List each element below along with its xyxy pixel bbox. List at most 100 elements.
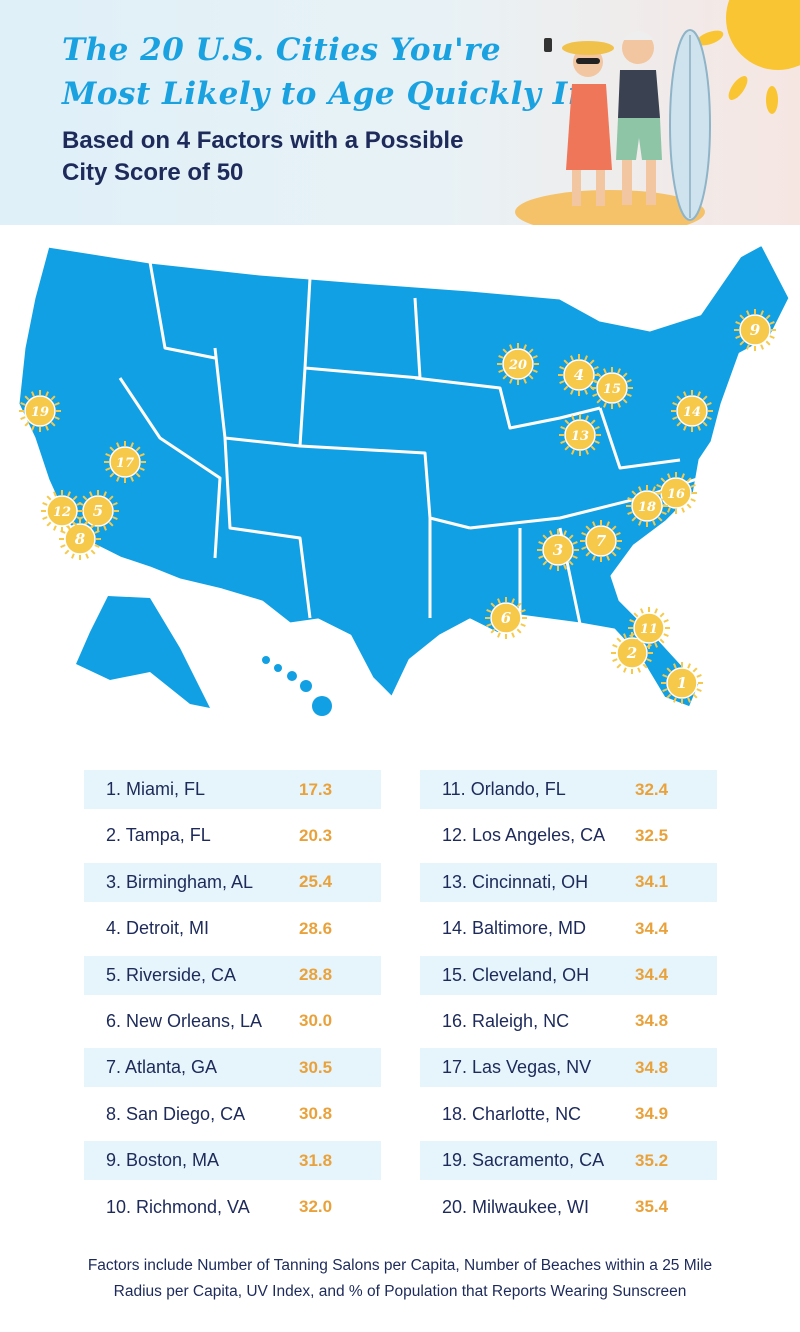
city-marker-3: 3 (537, 529, 579, 571)
city-score: 28.8 (299, 965, 333, 985)
city-score: 34.8 (635, 1057, 669, 1077)
city-marker-16: 16 (655, 472, 697, 514)
city-marker-label: 5 (93, 502, 103, 520)
city-marker-9: 9 (734, 309, 776, 351)
city-score: 32.5 (635, 825, 669, 845)
city-marker-4: 4 (558, 354, 600, 396)
city-marker-label: 8 (75, 530, 86, 548)
rankings-column-right: 11. Orlando, FL 32.4 12. Los Angeles, CA 32… (420, 770, 717, 1234)
ranking-row: 4. Detroit, MI 28.6 (84, 909, 381, 948)
city-name: 10. Richmond, VA (106, 1196, 250, 1217)
ranking-row: 5. Riverside, CA 28.8 (84, 955, 381, 995)
ranking-row: 9. Boston, MA 31.8 (84, 1141, 381, 1181)
city-name: 4. Detroit, MI (106, 918, 210, 939)
city-name: 14. Baltimore, MD (442, 918, 587, 939)
ranking-row: 2. Tampa, FL 20.3 (84, 816, 381, 855)
city-marker-label: 4 (574, 366, 584, 384)
city-name: 8. San Diego, CA (106, 1103, 246, 1124)
city-marker-14: 14 (671, 390, 713, 432)
city-score: 34.1 (635, 872, 669, 892)
subtitle: Based on 4 Factors with a Possible City … (62, 127, 464, 186)
title-line-2: Most Likely to Age Quickly In (62, 76, 591, 112)
ranking-row: 3. Birmingham, AL 25.4 (84, 862, 381, 902)
city-score: 30.5 (299, 1057, 333, 1077)
city-marker-18: 18 (626, 485, 668, 527)
city-marker-label: 1 (677, 674, 687, 692)
ranking-row: 18. Charlotte, NC 34.9 (420, 1095, 717, 1134)
city-score: 30.0 (299, 1011, 333, 1031)
city-marker-17: 17 (104, 441, 146, 483)
city-name: 2. Tampa, FL (106, 825, 211, 846)
city-name: 18. Charlotte, NC (442, 1103, 582, 1124)
city-marker-label: 3 (553, 541, 563, 559)
city-marker-13: 13 (559, 414, 601, 456)
city-marker-1: 1 (661, 662, 703, 704)
ranking-row: 10. Richmond, VA 32.0 (84, 1188, 381, 1227)
ranking-row: 15. Cleveland, OH 34.4 (420, 955, 717, 995)
city-score: 35.4 (635, 1197, 669, 1217)
city-name: 13. Cincinnati, OH (442, 871, 589, 892)
city-marker-20: 20 (497, 343, 539, 385)
city-score: 25.4 (299, 872, 333, 892)
title-line-1: The 20 U.S. Cities You're (62, 32, 502, 68)
city-marker-label: 6 (501, 609, 512, 627)
city-name: 16. Raleigh, NC (442, 1010, 570, 1031)
city-marker-label: 13 (571, 429, 589, 444)
ranking-row: 13. Cincinnati, OH 34.1 (420, 862, 717, 902)
city-score: 17.3 (299, 779, 333, 799)
city-score: 31.8 (299, 1150, 333, 1170)
city-marker-label: 2 (626, 644, 637, 662)
city-name: 12. Los Angeles, CA (442, 825, 606, 846)
city-score: 35.2 (635, 1150, 669, 1170)
city-name: 7. Atlanta, GA (106, 1057, 218, 1078)
hawaii-shape (262, 656, 332, 716)
city-name: 17. Las Vegas, NV (442, 1057, 592, 1078)
city-name: 19. Sacramento, CA (442, 1150, 605, 1171)
city-marker-8: 8 (59, 518, 101, 560)
ranking-row: 17. Las Vegas, NV 34.8 (420, 1048, 717, 1088)
city-score: 34.4 (635, 918, 669, 938)
sun-icon (696, 0, 800, 114)
ranking-row: 1. Miami, FL 17.3 (84, 770, 381, 809)
city-marker-6: 6 (485, 597, 527, 639)
footnote: Factors include Number of Tanning Salons… (40, 1253, 760, 1305)
city-name: 20. Milwaukee, WI (442, 1196, 590, 1217)
city-score: 30.8 (299, 1104, 333, 1124)
ranking-row: 6. New Orleans, LA 30.0 (84, 1002, 381, 1041)
city-marker-12: 12 (41, 490, 83, 532)
ranking-row: 12. Los Angeles, CA 32.5 (420, 816, 717, 855)
city-marker-7: 7 (580, 520, 622, 562)
city-name: 1. Miami, FL (106, 779, 206, 799)
city-marker-label: 12 (53, 505, 71, 520)
ranking-row: 20. Milwaukee, WI 35.4 (420, 1188, 717, 1227)
city-marker-label: 7 (596, 532, 607, 550)
city-score: 34.4 (635, 965, 669, 985)
city-marker-label: 15 (603, 382, 621, 397)
city-name: 3. Birmingham, AL (106, 871, 254, 892)
city-score: 34.8 (635, 1011, 669, 1031)
city-name: 6. New Orleans, LA (106, 1010, 263, 1031)
ranking-row: 8. San Diego, CA 30.8 (84, 1095, 381, 1134)
city-marker-19: 19 (19, 390, 61, 432)
ranking-row: 19. Sacramento, CA 35.2 (420, 1141, 717, 1181)
city-name: 15. Cleveland, OH (442, 964, 590, 985)
city-marker-label: 19 (31, 405, 49, 420)
city-marker-label: 14 (683, 405, 701, 420)
footnote-line-1: Factors include Number of Tanning Salons… (87, 1257, 713, 1274)
city-score: 34.9 (635, 1104, 669, 1124)
city-marker-label: 16 (667, 487, 685, 502)
beach-couple-illustration (515, 0, 800, 225)
city-marker-11: 11 (628, 607, 670, 649)
city-marker-15: 15 (591, 367, 633, 409)
alaska-shape (76, 596, 210, 708)
city-marker-label: 11 (640, 622, 658, 637)
city-name: 5. Riverside, CA (106, 964, 237, 985)
ranking-row: 16. Raleigh, NC 34.8 (420, 1002, 717, 1041)
city-marker-label: 9 (750, 321, 761, 339)
city-marker-label: 17 (116, 456, 134, 471)
ranking-row: 11. Orlando, FL 32.4 (420, 770, 717, 809)
ranking-row: 14. Baltimore, MD 34.4 (420, 909, 717, 948)
city-score: 32.4 (635, 779, 669, 799)
city-name: 9. Boston, MA (106, 1150, 220, 1171)
footnote-line-2: Radius per Capita, UV Index, and % of Po… (113, 1283, 687, 1300)
